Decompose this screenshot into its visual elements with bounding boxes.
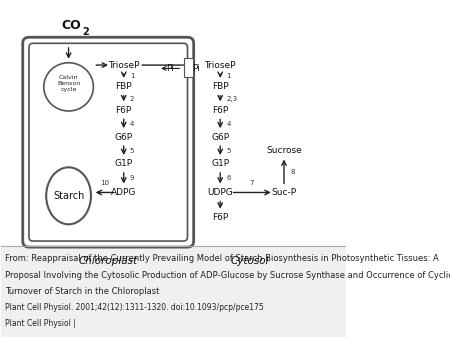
- Text: 5: 5: [226, 148, 231, 153]
- Text: 4: 4: [226, 121, 231, 127]
- Text: From: Reappraisal of the Currently Prevailing Model of Starch Biosynthesis in Ph: From: Reappraisal of the Currently Preva…: [5, 255, 439, 264]
- Text: Suc-P: Suc-P: [271, 188, 297, 197]
- Text: Pi: Pi: [166, 64, 174, 73]
- Text: TrioseP: TrioseP: [204, 61, 236, 70]
- Text: 8: 8: [290, 169, 295, 174]
- Text: Chloroplast: Chloroplast: [79, 256, 138, 266]
- Text: Proposal Involving the Cytosolic Production of ADP-Glucose by Sucrose Synthase a: Proposal Involving the Cytosolic Product…: [5, 271, 450, 280]
- Text: 1: 1: [226, 73, 231, 79]
- Text: 5: 5: [130, 148, 134, 153]
- Text: FBP: FBP: [115, 82, 132, 91]
- Text: CO: CO: [62, 19, 81, 31]
- Text: F6P: F6P: [212, 213, 228, 222]
- Text: 9: 9: [130, 175, 135, 181]
- Text: F6P: F6P: [212, 106, 228, 115]
- Text: FBP: FBP: [212, 82, 229, 91]
- Text: 10: 10: [100, 180, 109, 187]
- Bar: [1, 246, 346, 337]
- Text: Plant Cell Physiol |: Plant Cell Physiol |: [5, 319, 76, 328]
- Text: 7: 7: [250, 180, 254, 187]
- Text: 2,3: 2,3: [226, 96, 238, 102]
- Text: G6P: G6P: [211, 132, 230, 142]
- Text: Cytosol: Cytosol: [230, 256, 269, 266]
- Text: Turnover of Starch in the Chloroplast: Turnover of Starch in the Chloroplast: [5, 287, 159, 296]
- Text: 6: 6: [226, 175, 231, 181]
- Text: 2: 2: [82, 27, 89, 37]
- Text: 1: 1: [130, 73, 135, 79]
- Text: Plant Cell Physiol. 2001;42(12):1311-1320. doi:10.1093/pcp/pce175: Plant Cell Physiol. 2001;42(12):1311-132…: [5, 303, 264, 312]
- Text: F6P: F6P: [116, 106, 132, 115]
- Text: 4: 4: [130, 121, 134, 127]
- Text: Sucrose: Sucrose: [266, 146, 302, 155]
- Text: G1P: G1P: [211, 160, 230, 168]
- Text: G6P: G6P: [115, 132, 133, 142]
- Text: UDPG: UDPG: [207, 188, 233, 197]
- Text: Pi: Pi: [192, 64, 200, 73]
- Text: G1P: G1P: [115, 160, 133, 168]
- Text: Starch: Starch: [53, 191, 84, 201]
- FancyBboxPatch shape: [23, 37, 194, 247]
- Bar: [184, 58, 193, 77]
- Text: ADPG: ADPG: [111, 188, 136, 197]
- Text: TrioseP: TrioseP: [108, 61, 140, 70]
- Text: 2: 2: [130, 96, 134, 102]
- Text: Calvin
Benson
cycle: Calvin Benson cycle: [57, 75, 80, 92]
